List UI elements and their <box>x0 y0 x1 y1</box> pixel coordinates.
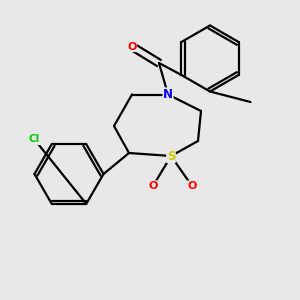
Text: O: O <box>187 181 197 191</box>
Text: Cl: Cl <box>29 134 40 145</box>
Text: O: O <box>148 181 158 191</box>
Text: S: S <box>167 149 175 163</box>
Text: O: O <box>127 41 137 52</box>
Text: N: N <box>163 88 173 101</box>
